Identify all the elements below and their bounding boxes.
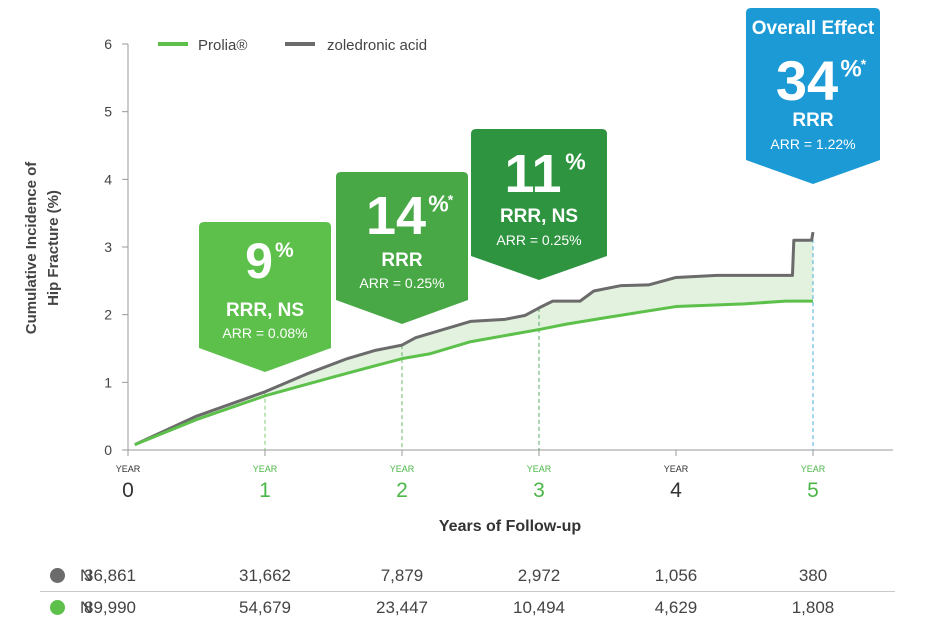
y-axis-title: Cumulative Incidence of Hip Fracture (%) bbox=[23, 161, 62, 335]
n-label: N bbox=[80, 566, 93, 585]
x-tick-year-label: YEAR bbox=[253, 464, 278, 474]
callout-percent: 11 bbox=[504, 144, 561, 204]
n-at-risk-value: 36,861 bbox=[84, 566, 136, 585]
callout-arr-label: ARR = 0.08% bbox=[222, 325, 307, 341]
x-tick-label: 4 bbox=[670, 479, 682, 502]
callout-year-2: 14% * RRR ARR = 0.25% bbox=[336, 172, 468, 324]
x-tick-label: 3 bbox=[533, 479, 545, 502]
x-tick-label: 2 bbox=[396, 479, 408, 502]
callout-rrr-label: RRR bbox=[381, 250, 422, 271]
zoledronic-series-line bbox=[134, 231, 815, 446]
n-at-risk-value: 31,662 bbox=[239, 566, 291, 585]
callout-percent: 9 bbox=[245, 233, 273, 289]
y-axis-title-line-2: Hip Fracture (%) bbox=[45, 190, 62, 306]
n-at-risk-table: N 36,861 31,662 7,879 2,972 1,056 380 N 89,99… bbox=[40, 560, 895, 623]
callout-box bbox=[746, 8, 880, 184]
prolia-series-line bbox=[134, 299, 813, 446]
n-label: N bbox=[80, 598, 93, 617]
callout-year-3: 11 % RRR, NS ARR = 0.25% bbox=[471, 129, 607, 280]
x-tick-year-label: YEAR bbox=[116, 464, 141, 474]
x-tick-year-label: YEAR bbox=[527, 464, 552, 474]
legend-label-zoledronic: zoledronic acid bbox=[327, 37, 427, 54]
legend: Prolia® zoledronic acid bbox=[158, 37, 427, 54]
callout-arr-label: ARR = 0.25% bbox=[496, 232, 581, 248]
callout-year-1: 9 % RRR, NS ARR = 0.08% bbox=[199, 222, 331, 372]
callout-box bbox=[336, 172, 468, 324]
n-at-risk-row-prolia: N 89,990 54,679 23,447 10,494 4,629 1,808 bbox=[40, 592, 895, 623]
y-axis-title-line-1: Cumulative Incidence of bbox=[23, 161, 40, 335]
callout-asterisk: * bbox=[448, 191, 454, 207]
callout-arr-label: ARR = 0.25% bbox=[359, 275, 444, 291]
callout-arr-label: ARR = 1.22% bbox=[770, 136, 855, 152]
x-tick-label: 5 bbox=[807, 479, 819, 502]
x-tick-label: 0 bbox=[122, 479, 134, 502]
callout-box bbox=[199, 222, 331, 372]
callout-percent-sign: % bbox=[840, 55, 861, 82]
callout-percent-sign: % bbox=[275, 239, 294, 262]
zoledronic-dot-icon bbox=[50, 568, 65, 583]
x-tick-label: 1 bbox=[259, 479, 271, 502]
y-tick-label: 5 bbox=[104, 104, 112, 120]
x-tick-year-label: YEAR bbox=[801, 464, 826, 474]
y-tick-label: 6 bbox=[104, 36, 112, 52]
n-at-risk-value: 2,972 bbox=[517, 566, 561, 585]
n-at-risk-value: 1,056 bbox=[654, 566, 698, 585]
n-at-risk-row-zoledronic: N 36,861 31,662 7,879 2,972 1,056 380 bbox=[40, 560, 895, 592]
x-tick-year-label: YEAR bbox=[390, 464, 415, 474]
callout-heading: Overall Effect bbox=[752, 18, 875, 39]
x-tick-year-label: YEAR bbox=[664, 464, 689, 474]
n-at-risk-value: 89,990 bbox=[84, 598, 136, 617]
callout-rrr-label: RRR, NS bbox=[226, 300, 304, 321]
callout-percent-sign: % bbox=[565, 148, 585, 174]
n-at-risk-value: 1,808 bbox=[791, 598, 835, 617]
callout-percent: 34 bbox=[776, 49, 838, 112]
callout-overall-effect: Overall Effect 34% * RRR ARR = 1.22% bbox=[746, 8, 880, 184]
n-at-risk-value: 54,679 bbox=[239, 598, 291, 617]
callout-percent-sign: % bbox=[428, 190, 448, 216]
y-tick-label: 0 bbox=[104, 442, 112, 458]
callout-box bbox=[471, 129, 607, 280]
y-tick-label: 1 bbox=[104, 374, 112, 390]
n-at-risk-value: 23,447 bbox=[376, 598, 428, 617]
x-axis-title: Years of Follow-up bbox=[439, 518, 581, 535]
callout-rrr-label: RRR bbox=[792, 110, 833, 131]
callout-percent: 14 bbox=[366, 186, 426, 246]
n-at-risk-value: 380 bbox=[798, 566, 828, 585]
y-tick-label: 3 bbox=[104, 239, 112, 255]
n-at-risk-value: 7,879 bbox=[380, 566, 424, 585]
y-tick-label: 2 bbox=[104, 307, 112, 323]
y-tick-label: 4 bbox=[104, 171, 112, 187]
plot-area: 0123456YEAR0YEAR1YEAR2YEAR3YEAR4YEAR5Pro… bbox=[104, 8, 893, 502]
n-at-risk-value: 10,494 bbox=[513, 598, 565, 617]
callout-rrr-label: RRR, NS bbox=[500, 206, 578, 227]
prolia-dot-icon bbox=[50, 600, 65, 615]
n-at-risk-value: 4,629 bbox=[654, 598, 698, 617]
callout-asterisk: * bbox=[861, 56, 867, 72]
legend-label-prolia: Prolia® bbox=[198, 37, 247, 54]
